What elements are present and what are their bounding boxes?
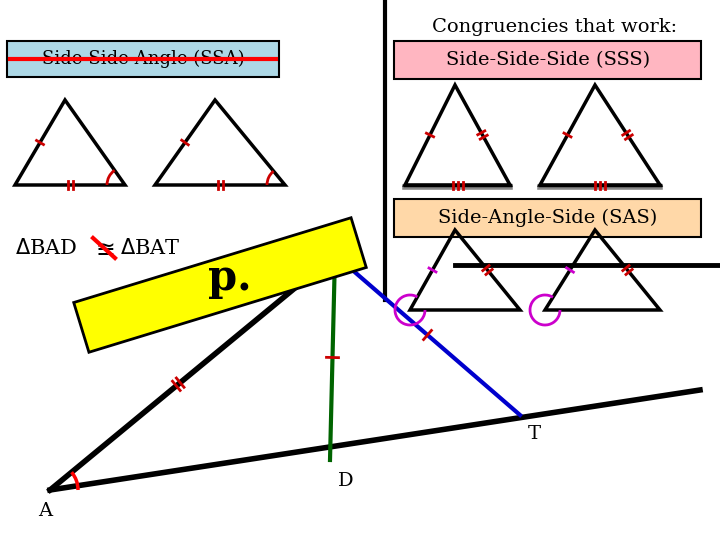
FancyBboxPatch shape: [394, 41, 701, 79]
Text: $\cong$: $\cong$: [91, 236, 115, 260]
FancyBboxPatch shape: [394, 199, 701, 237]
Text: $\Delta$BAT: $\Delta$BAT: [120, 238, 181, 258]
Text: Side-Angle-Side (SAS): Side-Angle-Side (SAS): [438, 209, 657, 227]
Text: T: T: [528, 425, 541, 443]
Polygon shape: [73, 218, 366, 352]
Text: Side-Side-Angle (SSA): Side-Side-Angle (SSA): [42, 50, 244, 68]
Text: p.: p.: [208, 257, 252, 299]
Text: Side-Side-Side (SSS): Side-Side-Side (SSS): [446, 51, 650, 69]
Text: D: D: [338, 472, 354, 490]
Text: $\Delta$BAD: $\Delta$BAD: [15, 238, 77, 258]
Text: A: A: [38, 502, 52, 520]
FancyBboxPatch shape: [7, 41, 279, 77]
Text: Congruencies that work:: Congruencies that work:: [433, 18, 678, 36]
Text: B: B: [343, 229, 357, 247]
